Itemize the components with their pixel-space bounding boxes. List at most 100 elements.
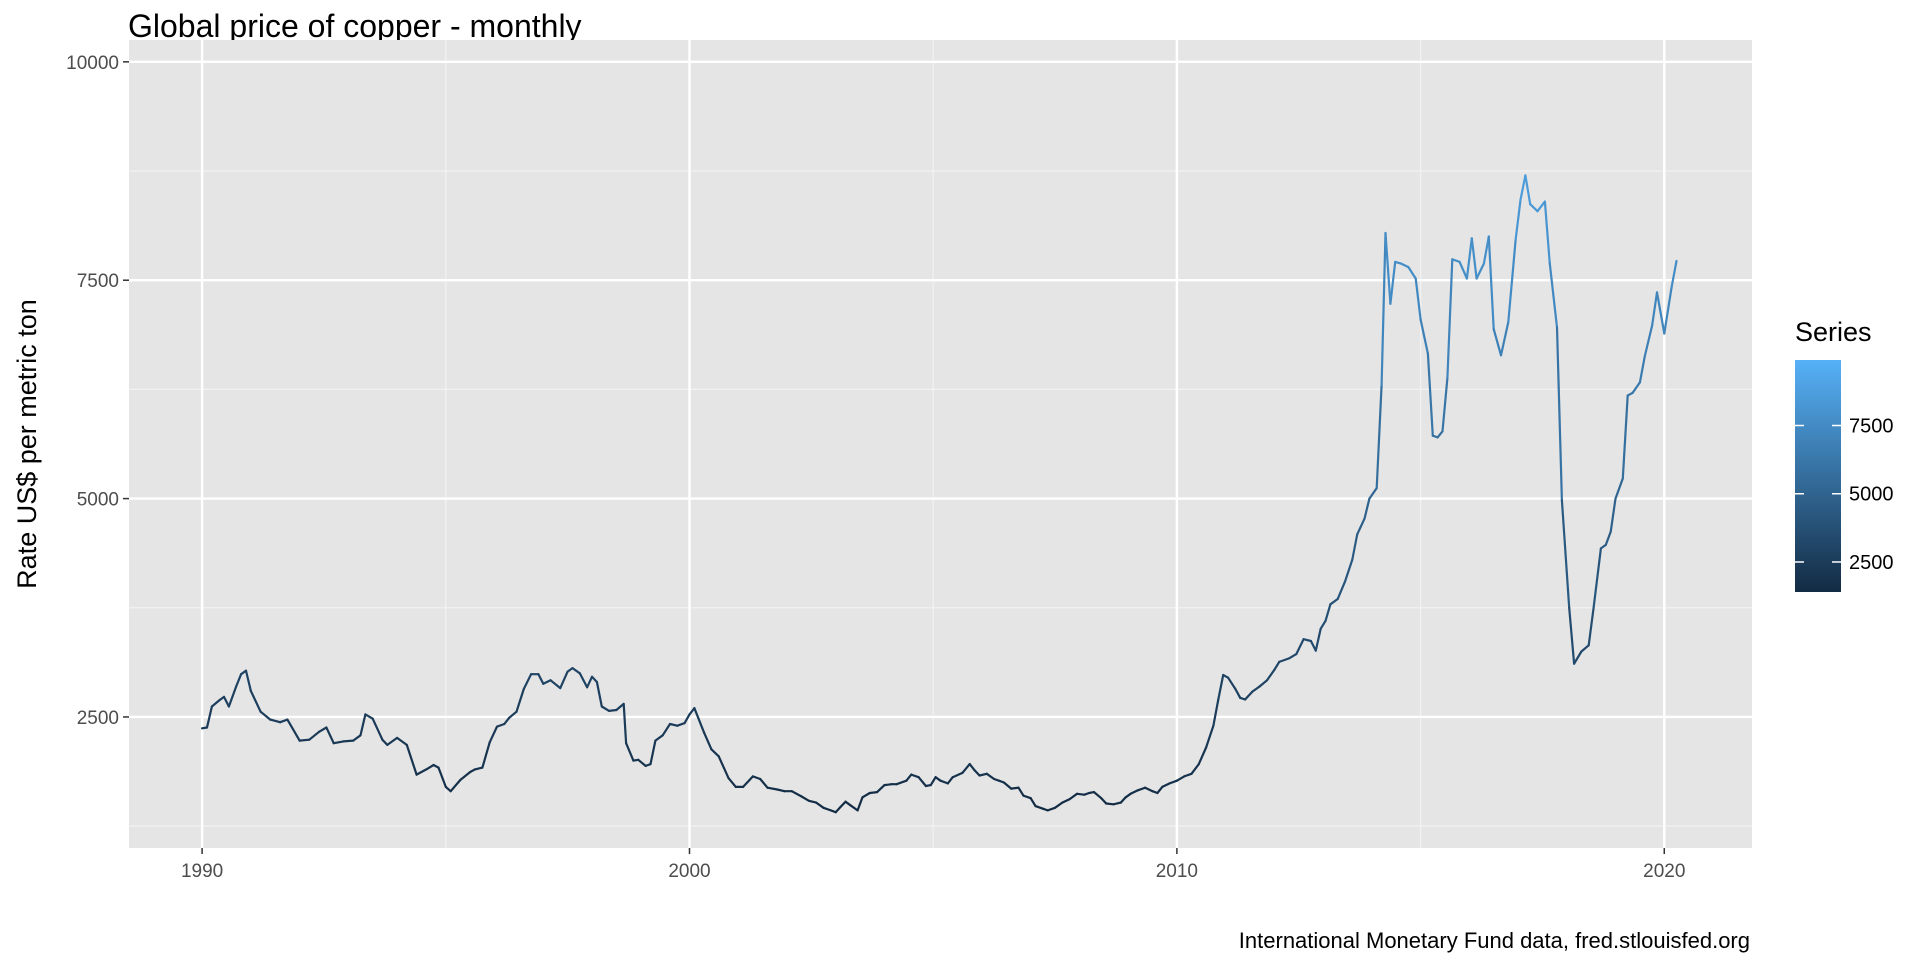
series-segment: [985, 772, 996, 781]
series-segment: [1324, 603, 1332, 623]
series-segment: [1614, 477, 1624, 500]
series-segment: [1243, 690, 1254, 701]
series-segment: [1384, 231, 1392, 305]
series-segment: [939, 779, 949, 785]
series-segment: [790, 790, 803, 798]
series-segment: [1475, 262, 1486, 280]
series-segment: [473, 766, 484, 771]
series-segment: [1514, 198, 1522, 242]
series-segment: [1273, 660, 1281, 671]
legend-tick-label: 5000: [1849, 484, 1894, 506]
series-segment: [905, 773, 913, 782]
series-segment: [318, 726, 328, 733]
series-segment: [649, 739, 657, 766]
series-segment: [244, 669, 252, 692]
series-segment: [1105, 802, 1115, 806]
plot-panel: [129, 40, 1752, 848]
series-segment: [342, 739, 355, 743]
series-segment: [437, 766, 447, 789]
series-segment: [1470, 237, 1478, 280]
series-segment: [210, 699, 221, 708]
series-segment: [946, 776, 954, 785]
series-segment: [1010, 786, 1020, 790]
series-segment: [405, 743, 418, 776]
series-segment: [1197, 746, 1208, 766]
series-segment: [1368, 487, 1378, 500]
series-segment: [381, 738, 389, 747]
series-segment: [522, 673, 533, 691]
series-segment: [1572, 650, 1583, 665]
series-segment: [661, 722, 672, 737]
legend-colorbar: [1795, 360, 1841, 592]
series-segment: [1446, 258, 1454, 380]
series-segment: [1053, 801, 1064, 809]
series-segment: [1034, 804, 1045, 810]
series-segment: [624, 742, 635, 762]
series-segment: [495, 722, 506, 728]
x-tick-label: 1990: [181, 861, 223, 882]
legend-tick-label: 7500: [1849, 416, 1894, 438]
series-segment: [676, 721, 686, 727]
series-segment: [1112, 801, 1122, 806]
series-segment: [951, 771, 964, 779]
series-segment: [1002, 781, 1013, 790]
series-segment: [861, 791, 871, 799]
series-segment: [917, 776, 928, 788]
legend-ticks: 2500 5000 7500: [1795, 416, 1894, 574]
series-segment: [1543, 200, 1551, 264]
series-segment: [1175, 775, 1186, 782]
series-segment: [1190, 762, 1200, 775]
series-segment: [537, 673, 545, 685]
series-segment: [1156, 785, 1164, 795]
y-tick-label: 10000: [66, 53, 119, 74]
series-segment: [1560, 499, 1571, 609]
series-segment: [1022, 794, 1032, 800]
series-segment: [849, 804, 859, 812]
major-gridlines: [129, 40, 1752, 848]
series-segment: [222, 695, 230, 708]
series-segment: [1555, 326, 1564, 502]
series-segment: [1046, 806, 1057, 812]
series-segment: [508, 710, 518, 719]
copper-price-line: [201, 174, 1678, 814]
series-segment: [549, 679, 562, 690]
series-segment: [1351, 533, 1359, 561]
series-segment: [578, 672, 589, 689]
series-segment: [1507, 238, 1517, 324]
series-segment: [1399, 262, 1410, 269]
series-segment: [515, 687, 525, 713]
series-segment: [298, 738, 311, 742]
series-segment: [856, 796, 864, 812]
series-segment: [1548, 261, 1559, 329]
series-segment: [1161, 782, 1171, 789]
x-tick-label: 2020: [1643, 861, 1685, 882]
series-segment: [815, 801, 825, 809]
series-segment: [910, 773, 920, 779]
series-segment: [607, 708, 618, 713]
series-segment: [1217, 673, 1225, 701]
series-segment: [1092, 790, 1103, 800]
series-segment: [1336, 580, 1347, 601]
series-segment: [1356, 517, 1366, 536]
series-segment: [1536, 200, 1547, 213]
series-segment: [1258, 679, 1269, 688]
series-segment: [1670, 259, 1678, 289]
series-segment: [1631, 381, 1642, 394]
series-segment: [839, 800, 847, 809]
series-segment: [279, 718, 289, 724]
series-segment: [503, 716, 511, 726]
series-segment: [875, 783, 886, 794]
series-segment: [929, 776, 937, 787]
legend-title: Series: [1795, 317, 1872, 347]
series-segment: [1458, 260, 1469, 280]
series-segment: [1519, 174, 1527, 201]
series-segment: [359, 713, 367, 737]
series-segment: [459, 770, 472, 782]
legend-tick-label: 2500: [1849, 552, 1894, 574]
y-axis: 2500 5000 7500 10000: [66, 53, 129, 729]
series-segment: [1451, 258, 1461, 263]
series-segment: [1309, 639, 1317, 652]
series-segment: [235, 673, 243, 688]
series-segment: [766, 786, 779, 791]
